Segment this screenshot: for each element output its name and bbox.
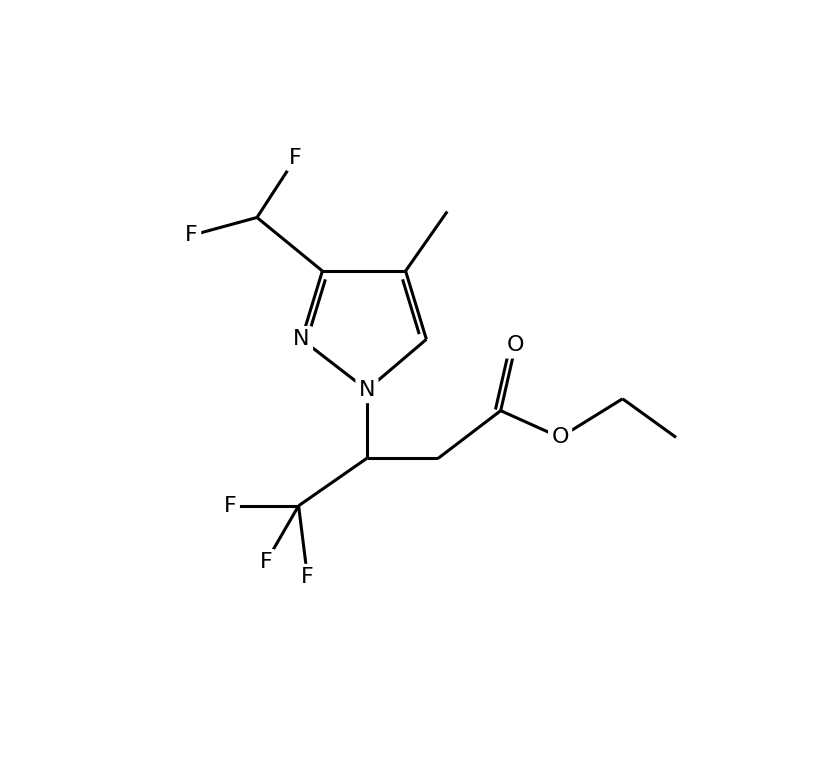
- Text: F: F: [290, 148, 302, 168]
- Text: N: N: [294, 330, 310, 350]
- Text: N: N: [359, 380, 375, 400]
- Text: F: F: [224, 496, 236, 516]
- Text: O: O: [552, 428, 569, 448]
- Text: F: F: [186, 225, 198, 245]
- Text: F: F: [301, 567, 314, 587]
- Text: F: F: [260, 552, 272, 572]
- Text: O: O: [507, 335, 524, 355]
